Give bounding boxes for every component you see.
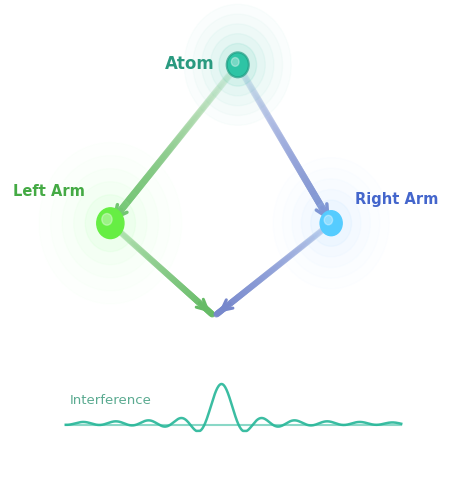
- Circle shape: [231, 58, 239, 66]
- Circle shape: [323, 216, 332, 225]
- Circle shape: [218, 44, 256, 86]
- Text: Interference: Interference: [70, 394, 152, 407]
- Text: Right Arm: Right Arm: [354, 192, 437, 207]
- Circle shape: [227, 53, 248, 76]
- Circle shape: [85, 195, 135, 252]
- Circle shape: [319, 211, 341, 236]
- Circle shape: [97, 208, 124, 239]
- Circle shape: [310, 200, 351, 246]
- Text: Atom: Atom: [164, 55, 214, 73]
- Text: Left Arm: Left Arm: [13, 184, 85, 200]
- Circle shape: [101, 214, 112, 225]
